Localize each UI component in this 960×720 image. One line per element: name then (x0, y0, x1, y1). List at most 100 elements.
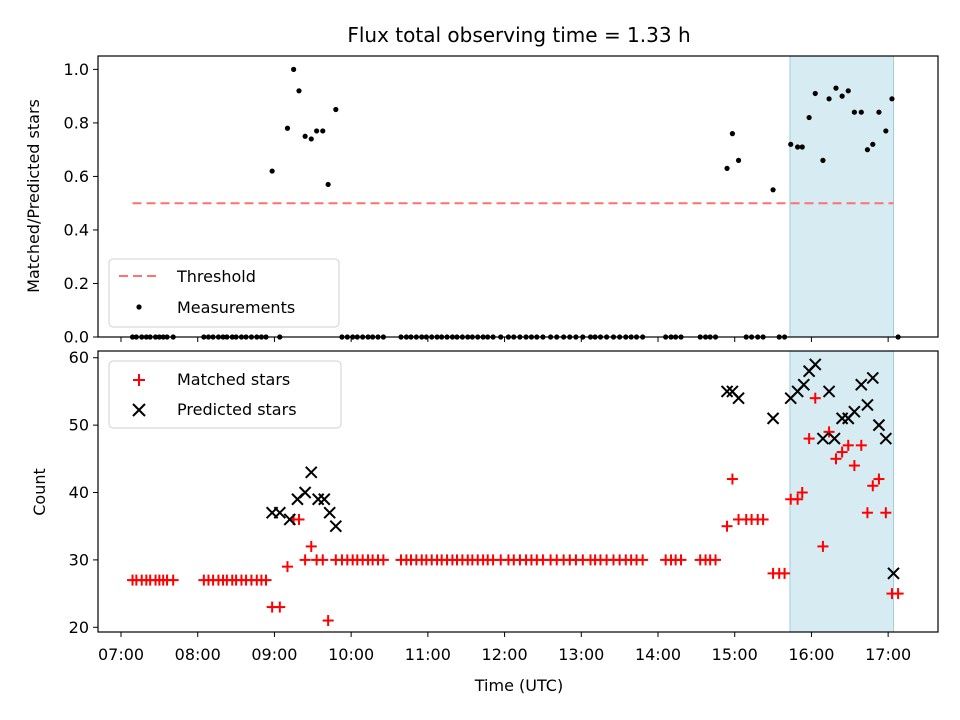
matched-star-point (817, 540, 829, 552)
legend-measurements-label: Measurements (177, 298, 295, 317)
top-y-tick-label: 0.4 (64, 220, 89, 239)
top-y-tick-label: 0.6 (64, 167, 89, 186)
predicted-star-point (273, 506, 287, 519)
matched-star-point (293, 513, 305, 525)
measurement-point (876, 109, 882, 115)
bottom-y-tick-label: 30 (69, 550, 89, 569)
measurement-point (870, 141, 876, 147)
matched-star-point (710, 554, 722, 566)
top-highlight-span (789, 55, 895, 338)
measurement-point (729, 131, 736, 137)
measurement-point (820, 157, 826, 163)
top-y-axis-label: Matched/Predicted stars (24, 99, 43, 293)
bottom-legend-box (108, 360, 342, 429)
bottom-y-axis-ticks: 20 30 40 50 60 (69, 348, 98, 637)
predicted-star-point (305, 466, 318, 479)
x-tick-label: 11:00 (405, 645, 451, 664)
measurement-point (788, 141, 794, 147)
bottom-panel: 20 30 40 50 60 07:00 08:00 09:00 10:00 11:00 12:0… (30, 348, 939, 695)
predicted-star-point (732, 391, 745, 405)
x-tick-label: 07:00 (98, 645, 144, 664)
predicted-star-point (848, 405, 861, 418)
chart-title: Flux total observing time = 1.33 h (347, 23, 690, 47)
matched-star-point (796, 487, 808, 499)
matched-star-point (167, 574, 179, 586)
measurement-point (806, 114, 812, 121)
predicted-star-point (816, 432, 830, 445)
matched-star-point (260, 574, 272, 586)
predicted-star-point (809, 358, 822, 371)
measurement-point (325, 181, 331, 188)
matched-star-point (855, 439, 867, 451)
measurement-point (724, 165, 730, 171)
bottom-y-tick-label: 60 (69, 348, 89, 367)
predicted-star-point (866, 371, 880, 385)
measurement-point (302, 133, 308, 139)
matched-star-point (830, 453, 842, 465)
bottom-y-tick-label: 40 (69, 483, 89, 502)
legend-predicted-label: Predicted stars (177, 400, 297, 419)
measurement-point (833, 85, 839, 91)
matched-star-point (637, 554, 649, 566)
x-tick-label: 08:00 (175, 645, 221, 664)
legend-predicted-swatch (132, 403, 146, 417)
bottom-highlight-span (789, 350, 895, 633)
measurement-point (320, 128, 326, 134)
matched-star-point (757, 513, 769, 525)
matched-star-point (892, 588, 904, 600)
measurement-point (812, 90, 818, 97)
predicted-star-point (861, 398, 874, 412)
bottom-axes-frame (97, 350, 939, 633)
bottom-y-tick-label: 20 (69, 618, 89, 637)
top-y-axis-ticks: 0.0 0.2 0.4 0.6 0.8 1.0 (64, 60, 98, 347)
matched-star-point (880, 507, 892, 519)
measurement-point (308, 136, 314, 142)
matched-star-point (867, 480, 879, 492)
x-tick-label: 09:00 (251, 645, 297, 664)
measurement-point (795, 144, 801, 150)
matched-star-point (322, 615, 334, 627)
measurement-point (845, 88, 851, 94)
predicted-star-point (329, 519, 343, 533)
top-x-axis-ticks (120, 337, 889, 342)
measurement-point (770, 187, 776, 193)
measurement-point (284, 125, 291, 131)
predicted-star-point (298, 486, 312, 499)
matched-star-point (792, 493, 804, 505)
measurement-point (735, 157, 742, 163)
measurement-point (799, 144, 805, 150)
top-panel: 0.0 0.2 0.4 0.6 0.8 1.0 Matched/Predicted sta… (24, 55, 939, 347)
x-tick-label: 14:00 (635, 645, 681, 664)
matched-star-point (377, 554, 389, 566)
matched-star-point (823, 426, 835, 438)
x-tick-label: 16:00 (788, 645, 834, 664)
measurement-point (826, 96, 832, 102)
bottom-data-points (127, 358, 904, 627)
x-tick-label: 17:00 (865, 645, 911, 664)
matched-star-point (836, 446, 848, 458)
measurement-point (269, 168, 275, 174)
bottom-y-tick-label: 50 (69, 416, 89, 435)
top-y-tick-label: 0.2 (64, 274, 89, 293)
top-axes-frame (97, 55, 939, 338)
predicted-star-point (872, 418, 886, 432)
matched-star-point (675, 554, 687, 566)
predicted-star-point (879, 432, 893, 445)
measurement-point (851, 109, 857, 115)
predicted-star-point (766, 412, 780, 425)
matched-star-point (803, 433, 815, 445)
predicted-star-point (720, 385, 734, 398)
top-y-tick-label: 0.8 (64, 113, 89, 132)
bottom-x-axis-ticks: 07:00 08:00 09:00 10:00 11:00 12:00 13:00 14:00… (98, 632, 911, 664)
matched-star-point (299, 554, 311, 566)
bottom-y-axis-label: Count (30, 468, 49, 516)
matched-star-point (726, 473, 738, 485)
matched-star-point (848, 460, 860, 472)
legend-matched-swatch (133, 374, 145, 386)
predicted-star-point (797, 378, 810, 391)
measurement-point (291, 66, 297, 72)
matched-star-point (809, 392, 821, 404)
top-legend: Threshold Measurements (108, 258, 340, 328)
x-tick-label: 10:00 (328, 645, 374, 664)
measurement-point (314, 128, 320, 134)
